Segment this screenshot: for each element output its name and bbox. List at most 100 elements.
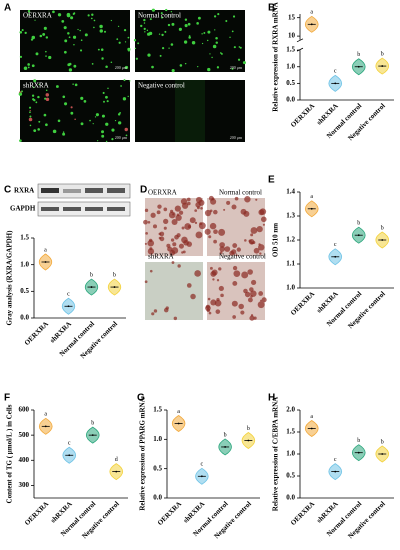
cell (73, 64, 77, 68)
cell (33, 79, 37, 83)
cell (143, 22, 146, 24)
significance-letter: b (357, 438, 360, 444)
cell (122, 97, 127, 101)
cell (29, 115, 32, 118)
lipid-droplet (194, 221, 198, 225)
cell (62, 95, 66, 99)
lipid-droplet (177, 264, 181, 268)
cell (79, 49, 83, 52)
scale-bar-label: 200 μm (115, 135, 128, 140)
significance-letter: b (381, 51, 384, 57)
cell (171, 69, 175, 73)
blot-label: GAPDH (10, 205, 36, 213)
lipid-droplet (257, 301, 265, 309)
significance-letter: a (44, 247, 47, 253)
cell (55, 85, 59, 88)
y-tick-label: 0.0 (20, 314, 29, 322)
lipid-droplet (204, 209, 212, 217)
cell (168, 47, 170, 49)
lipid-droplet (168, 211, 176, 219)
y-tick-label: 0.0 (286, 96, 295, 104)
cell (29, 124, 32, 127)
lipid-droplet (240, 310, 245, 315)
cell (37, 95, 40, 99)
cell (242, 61, 246, 65)
cell (21, 29, 24, 32)
cell (203, 32, 206, 34)
band (107, 207, 125, 211)
cell (52, 10, 55, 14)
point (334, 255, 337, 258)
scale-bar-label: 200 μm (230, 135, 243, 140)
lipid-droplet (174, 234, 179, 240)
cell (124, 127, 128, 132)
cell (105, 95, 108, 99)
cell (158, 33, 161, 35)
lipid-droplet (213, 209, 218, 215)
cell (29, 110, 31, 112)
lipid-droplet (209, 209, 213, 213)
cell (191, 41, 196, 45)
lipid-droplet (216, 279, 220, 282)
blot-strip (37, 201, 131, 217)
y-axis-label: Content of TG ( μmol/L ) in Cells (6, 404, 14, 503)
point (381, 239, 384, 241)
cell (183, 40, 188, 44)
cell (209, 53, 211, 55)
y-tick-label: 600 (19, 406, 30, 414)
point (113, 286, 116, 288)
cell (91, 63, 94, 65)
image-label: Negative control (219, 253, 266, 261)
cell (31, 94, 35, 97)
lipid-droplet (190, 293, 196, 300)
cell (102, 91, 105, 94)
lipid-droplet (219, 251, 223, 254)
lipid-droplet (149, 269, 153, 273)
lipid-droplet (250, 295, 253, 298)
cell (63, 26, 67, 30)
lipid-droplet (223, 208, 226, 211)
significance-letter: b (357, 52, 360, 58)
lipid-droplet (243, 288, 248, 294)
cell (171, 22, 175, 26)
cell (31, 64, 35, 68)
y-tick-label: 1.4 (286, 188, 295, 196)
y-tick-label: 1.1 (286, 260, 295, 268)
lipid-droplet (226, 200, 231, 205)
cell (34, 19, 36, 21)
axis-break (296, 38, 304, 43)
lipid-droplet (240, 208, 247, 215)
cell (19, 55, 23, 59)
lipid-droplet (180, 198, 188, 205)
lipid-droplet (144, 242, 147, 245)
cell (99, 29, 103, 33)
lipid-droplet (208, 235, 212, 239)
lipid-droplet (247, 269, 253, 275)
panel-letter: A (4, 3, 11, 14)
cell (124, 65, 129, 70)
lipid-droplet (159, 231, 165, 237)
significance-letter: a (310, 10, 313, 16)
cell (184, 18, 188, 21)
y-tick-label: 400 (19, 456, 30, 464)
x-tick-label: OERXRA (289, 500, 316, 527)
cell (23, 66, 28, 70)
cell (137, 42, 140, 45)
lipid-droplet (174, 205, 181, 212)
cell (123, 79, 126, 82)
cell (143, 18, 146, 22)
cell (207, 30, 211, 34)
cell (37, 128, 40, 131)
lipid-droplet (195, 231, 203, 239)
significance-letter: a (177, 409, 180, 415)
band (107, 188, 125, 193)
lipid-droplet (150, 212, 156, 218)
cell (24, 31, 27, 35)
x-tick-label: OERXRA (156, 500, 183, 527)
cell (165, 8, 168, 12)
lipid-droplet (231, 204, 237, 210)
cell (19, 31, 23, 34)
oil-red-image (145, 262, 203, 320)
lipid-droplet (248, 239, 252, 243)
